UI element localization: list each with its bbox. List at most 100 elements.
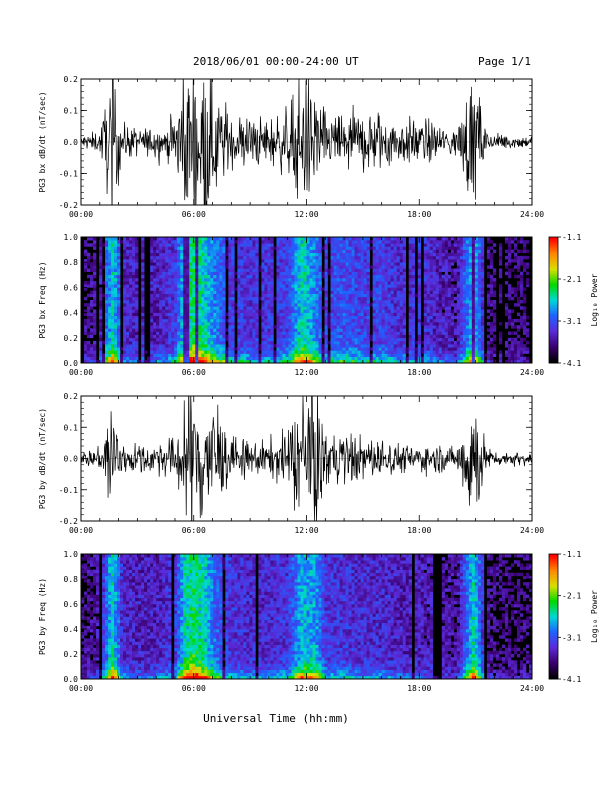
spectrogram-cell: [348, 265, 352, 269]
spectrogram-cell: [387, 318, 391, 323]
spectrogram-cell: [348, 328, 352, 332]
spectrogram-cell: [294, 353, 298, 357]
spectrogram-cell: [255, 277, 259, 282]
spectrogram-cell: [471, 347, 476, 351]
spectrogram-cell: [153, 315, 157, 320]
spectrogram-cell: [219, 296, 223, 301]
spectrogram-cell: [180, 249, 184, 254]
spectrogram-cell: [195, 359, 199, 364]
spectrogram-cell: [366, 359, 370, 364]
spectrogram-cell: [387, 271, 391, 276]
spectrogram-cell: [159, 315, 163, 320]
spectrogram-cell: [342, 300, 346, 304]
spectrogram-cell: [402, 268, 407, 272]
spectrogram-cell: [246, 356, 250, 361]
spectrogram-cell: [393, 281, 397, 285]
spectrogram-cell: [351, 287, 355, 291]
spectrogram-cell: [192, 350, 196, 354]
spectrogram-cell: [171, 277, 175, 282]
spectrogram-cell: [426, 356, 431, 361]
spectrogram-cell: [387, 296, 391, 301]
spectrogram-cell: [306, 331, 310, 335]
spectrogram-cell: [333, 243, 337, 247]
spectrogram-cell: [99, 315, 103, 320]
spectrogram-cell: [363, 243, 367, 247]
spectrogram-cell: [162, 277, 166, 282]
spectrogram-cell: [393, 306, 397, 310]
spectrogram-cell: [195, 322, 199, 326]
spectrogram-cell: [204, 334, 208, 339]
spectrogram-cell: [345, 284, 349, 288]
spectrogram-cell: [435, 274, 440, 279]
spectrogram-cell: [111, 353, 115, 357]
spectrogram-cell: [111, 284, 115, 288]
spectrogram-cell: [381, 328, 385, 332]
spectrogram-cell: [363, 240, 367, 244]
spectrogram-cell: [297, 262, 301, 266]
spectrogram-cell: [387, 240, 391, 244]
spectrogram-cell: [363, 265, 367, 269]
spectrogram-cell: [468, 252, 473, 257]
spectrogram-cell: [471, 356, 476, 361]
spectrogram-cell: [507, 337, 512, 342]
spectrogram-cell: [132, 237, 136, 241]
spectrogram-cell: [345, 255, 349, 260]
spectrogram-cell: [135, 331, 139, 335]
spectrogram-cell: [324, 347, 328, 351]
spectrogram-cell: [474, 318, 479, 323]
spectrogram-cell: [402, 249, 407, 254]
spectrogram-cell: [297, 315, 301, 320]
spectrogram-cell: [471, 265, 476, 269]
spectrogram-cell: [486, 350, 491, 354]
spectrogram-cell: [222, 274, 226, 279]
spectrogram-cell: [276, 265, 280, 269]
spectrogram-cell: [90, 268, 94, 272]
spectrogram-cell: [339, 347, 343, 351]
spectrogram-cell: [372, 290, 376, 294]
spectrogram-cell: [153, 318, 157, 323]
spectrogram-cell: [315, 249, 319, 254]
spectrogram-cell: [234, 303, 238, 307]
spectrogram-cell: [504, 271, 509, 276]
spectrogram-cell: [111, 328, 115, 332]
spectrogram-cell: [243, 353, 247, 357]
spectrogram-cell: [135, 243, 139, 247]
spectrogram-cell: [312, 281, 316, 285]
spectrogram-cell: [159, 255, 163, 260]
spectrogram-cell: [168, 325, 172, 329]
spectrogram-cell: [333, 293, 337, 298]
spectrogram-cell: [129, 359, 133, 364]
spectrogram-cell: [471, 331, 476, 335]
spectrogram-cell: [249, 262, 253, 266]
spectrogram-cell: [345, 240, 349, 244]
spectrogram-cell: [93, 350, 97, 354]
spectrogram-cell: [300, 271, 304, 276]
spectrogram-cell: [417, 296, 422, 301]
spectrogram-cell: [204, 281, 208, 285]
spectrogram-cell: [216, 356, 220, 361]
spectrogram-cell: [285, 334, 289, 339]
spectrogram-cell: [309, 249, 313, 254]
spectrogram-cell: [336, 306, 340, 310]
spectrogram-cell: [480, 356, 485, 361]
spectrogram-cell: [129, 353, 133, 357]
spectrogram-cell: [432, 237, 437, 241]
spectrogram-cell: [333, 281, 337, 285]
spectrogram-cell: [291, 296, 295, 301]
spectrogram-cell: [489, 293, 494, 298]
spectrogram-cell: [417, 331, 422, 335]
spectrogram-cell: [213, 359, 217, 364]
spectrogram-cell: [210, 293, 214, 298]
spectrogram-cell: [204, 337, 208, 342]
spectrogram-cell: [126, 293, 130, 298]
spectrogram-cell: [192, 255, 196, 260]
spectrogram-cell: [387, 350, 391, 354]
spectrogram-cell: [312, 296, 316, 301]
spectrogram-cell: [312, 340, 316, 345]
spectrogram-cell: [87, 268, 91, 272]
spectrogram-cell: [366, 259, 370, 263]
spectrogram-cell: [195, 262, 199, 266]
spectrogram-cell: [372, 325, 376, 329]
spectrogram-cell: [255, 359, 259, 364]
spectrogram-cell: [399, 322, 404, 326]
